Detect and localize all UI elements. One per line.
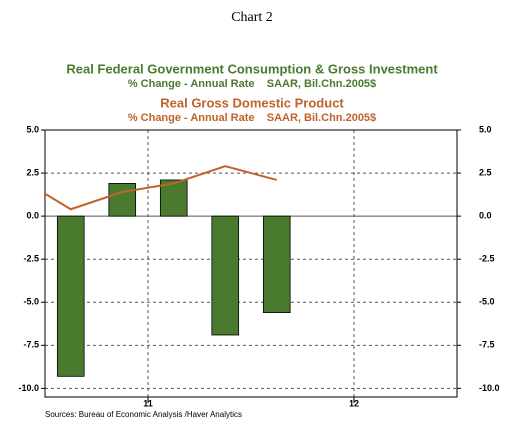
y-tick-label: 2.5 bbox=[26, 167, 39, 177]
chart-title: Chart 2 bbox=[231, 10, 273, 25]
bar bbox=[211, 215, 240, 336]
y-tick-label: -2.5 bbox=[23, 254, 39, 264]
plot-frame bbox=[44, 129, 458, 398]
line bbox=[45, 165, 278, 211]
y-tick-label: 0.0 bbox=[26, 211, 39, 221]
y2-tick-label: 5.0 bbox=[479, 124, 492, 134]
y-tick-label: -10.0 bbox=[18, 383, 39, 393]
y2-tick-label: -5.0 bbox=[479, 297, 495, 307]
x-tick-label: 12 bbox=[349, 398, 359, 408]
plot-area bbox=[45, 165, 291, 377]
y-tick-label: -5.0 bbox=[23, 297, 39, 307]
y-tick-label: -7.5 bbox=[23, 340, 39, 350]
bar bbox=[108, 182, 137, 217]
y-tick-label: 5.0 bbox=[26, 124, 39, 134]
legend-units: % Change - Annual Rate SAAR, Bil.Chn.200… bbox=[128, 112, 376, 124]
y2-tick-label: 2.5 bbox=[479, 167, 492, 177]
legend-label: Real Federal Government Consumption & Gr… bbox=[66, 61, 438, 76]
y2-tick-label: 0.0 bbox=[479, 211, 492, 221]
bar bbox=[56, 215, 85, 377]
y2-tick-label: -10.0 bbox=[479, 383, 500, 393]
source-note: Sources: Bureau of Economic Analysis /Ha… bbox=[45, 410, 242, 419]
x-tick-label: 11 bbox=[143, 398, 153, 408]
bar bbox=[159, 179, 188, 217]
y2-tick-label: -2.5 bbox=[479, 254, 495, 264]
legend-label: Real Gross Domestic Product bbox=[160, 95, 344, 110]
legend-units: % Change - Annual Rate SAAR, Bil.Chn.200… bbox=[128, 78, 376, 90]
bar bbox=[262, 215, 291, 313]
y2-tick-label: -7.5 bbox=[479, 340, 495, 350]
